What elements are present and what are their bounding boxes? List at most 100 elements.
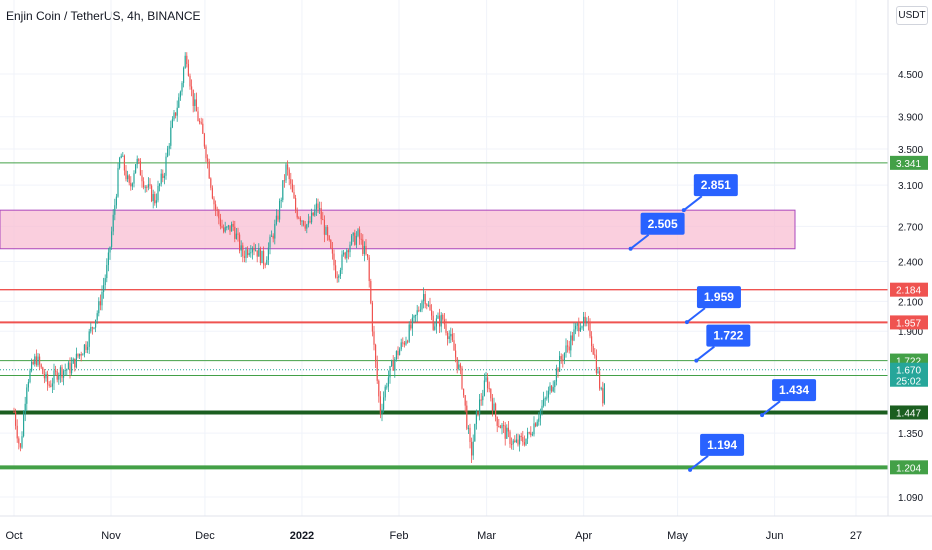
price-tag — [890, 155, 928, 170]
price-tag — [890, 282, 928, 297]
time-tick-label: Jun — [766, 530, 784, 542]
candle-body — [459, 364, 461, 368]
candle-body — [333, 253, 335, 266]
callout-label: 1.434 — [779, 383, 809, 397]
candle-body — [138, 158, 140, 161]
callout-label: 1.722 — [713, 329, 743, 343]
candle-body — [306, 224, 308, 229]
candle-body — [288, 169, 290, 180]
candle-body — [387, 377, 389, 387]
candle-body — [437, 315, 439, 319]
candle-body — [242, 245, 244, 257]
candle-body — [159, 184, 161, 186]
candle-body — [482, 395, 484, 401]
candle-body — [21, 436, 23, 448]
price-axis: 4.500 3.900 3.500 3.100 2.700 2.400 2.100 1.900… — [887, 0, 928, 516]
candle-body — [314, 209, 316, 216]
callout-label: 2.505 — [648, 217, 678, 231]
candle-body — [58, 375, 60, 380]
candle-body — [16, 425, 18, 439]
candle-body — [200, 122, 202, 124]
time-tick-label: 27 — [850, 530, 862, 542]
candle-body — [24, 403, 26, 414]
candle-body — [227, 225, 229, 227]
candle-body — [77, 353, 79, 357]
candle-body — [362, 239, 364, 254]
candle-body — [435, 318, 437, 327]
candle-body — [463, 388, 465, 396]
candle-body — [279, 200, 281, 220]
candle-body — [560, 356, 562, 360]
candle-body — [405, 341, 407, 345]
candle-body — [448, 336, 450, 340]
candle-body — [290, 179, 292, 184]
candle-body — [43, 374, 45, 379]
candle-body — [269, 236, 271, 248]
price-tag — [890, 460, 928, 475]
candle-body — [583, 316, 585, 327]
candle-body — [98, 301, 100, 314]
price-tick-label: 2.100 — [898, 297, 923, 308]
candle-body — [504, 425, 506, 439]
candle-body — [485, 377, 487, 381]
candle-body — [355, 235, 357, 245]
candle-body — [429, 304, 431, 311]
candle-body — [584, 316, 586, 323]
candle-body — [218, 210, 220, 219]
candle-body — [512, 440, 514, 445]
candle-body — [570, 335, 572, 351]
candle-body — [106, 264, 108, 279]
candle-body — [559, 356, 561, 372]
candle-body — [171, 119, 173, 128]
time-tick-label: Oct — [5, 530, 22, 542]
candle-body — [455, 350, 457, 358]
candle-body — [304, 225, 306, 229]
price-tag — [890, 405, 928, 420]
candle-body — [565, 345, 567, 353]
candle-body — [503, 425, 505, 427]
candle-body — [298, 217, 300, 219]
candle-body — [322, 219, 324, 221]
candle-body — [432, 315, 434, 330]
candle-body — [589, 323, 591, 337]
candle-body — [381, 409, 383, 415]
candle-body — [602, 388, 604, 404]
candle-body — [325, 227, 327, 235]
price-tag — [890, 315, 928, 330]
candle-body — [19, 443, 21, 448]
candle-body — [248, 253, 250, 256]
currency-unit-button[interactable]: USDT — [896, 6, 928, 25]
candle-body — [426, 304, 428, 306]
candle-body — [203, 133, 205, 147]
candle-body — [445, 324, 447, 333]
candle-body — [442, 314, 444, 320]
candle-body — [458, 364, 460, 369]
candle-body — [173, 112, 175, 120]
candle-body — [235, 233, 237, 239]
candle-body — [410, 324, 412, 329]
candle-body — [367, 254, 369, 258]
candle-body — [523, 442, 525, 445]
candle-body — [471, 442, 473, 456]
candle-body — [114, 205, 116, 215]
candle-body — [61, 367, 63, 378]
candle-body — [34, 356, 36, 364]
candle-body — [237, 233, 239, 235]
candle-body — [557, 368, 559, 372]
candle-body — [178, 97, 180, 108]
candle-body — [130, 182, 132, 187]
price-tag-label: 1.957 — [896, 318, 921, 329]
candle-body — [96, 313, 98, 320]
candle-body — [335, 265, 337, 278]
candle-body — [50, 385, 52, 387]
price-tag-label: 2.184 — [896, 286, 921, 297]
candle-body — [261, 250, 263, 264]
candle-body — [495, 403, 497, 417]
candle-body — [483, 380, 485, 396]
candle-body — [461, 367, 463, 389]
candle-body — [403, 342, 405, 345]
price-tick-label: 4.500 — [898, 70, 923, 81]
candle-body — [144, 186, 146, 188]
time-tick-label: Feb — [390, 530, 409, 542]
